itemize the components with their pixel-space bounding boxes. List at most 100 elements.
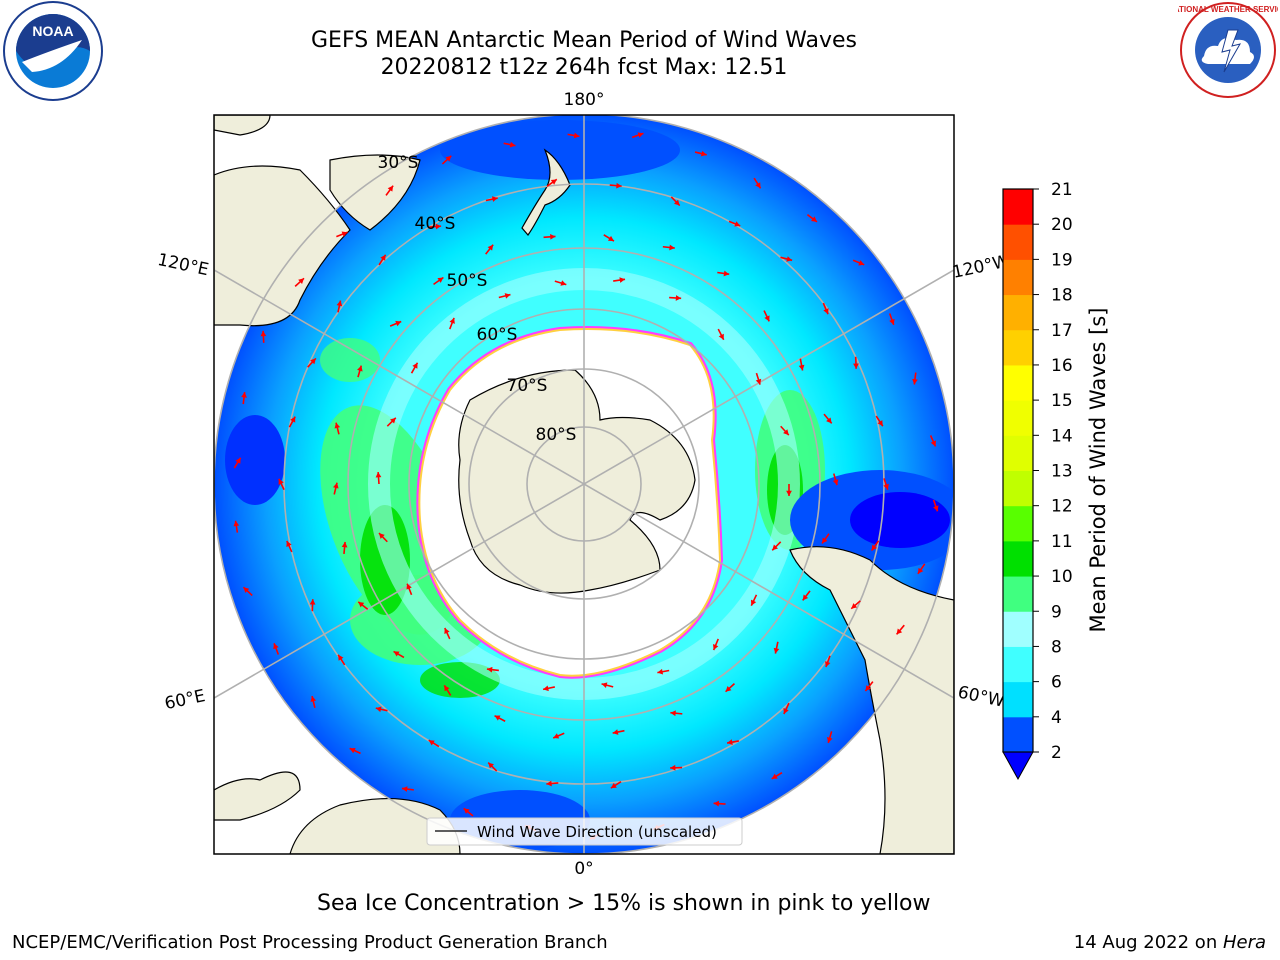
colorbar-tick-label: 11 bbox=[1051, 532, 1073, 552]
wind-wave-arrow-head bbox=[670, 710, 676, 717]
chart-title: GEFS MEAN Antarctic Mean Period of Wind … bbox=[311, 28, 857, 53]
wind-wave-arrow-head bbox=[573, 132, 580, 139]
colorbar-segment bbox=[1003, 364, 1033, 401]
wind-wave-arrow-head bbox=[445, 155, 452, 162]
wind-wave-arrow-head bbox=[798, 364, 805, 371]
wave-patch bbox=[440, 120, 680, 180]
colorbar-tick-label: 10 bbox=[1051, 567, 1073, 587]
wind-wave-arrow-head bbox=[718, 333, 724, 340]
wind-wave-arrow-head bbox=[601, 682, 608, 688]
wind-wave-arrow-head bbox=[755, 378, 762, 385]
lat-label-80: 80°S bbox=[536, 425, 577, 445]
wind-wave-arrow-head bbox=[486, 666, 493, 673]
wind-wave-arrow-head bbox=[771, 773, 778, 779]
lon-label-180: 180° bbox=[564, 90, 605, 110]
australia-north-landmass bbox=[214, 115, 271, 136]
wind-wave-arrow-head bbox=[871, 544, 877, 551]
wind-wave-arrow-head bbox=[273, 643, 279, 650]
wind-wave-arrow-head bbox=[930, 440, 936, 447]
wind-wave-arrow-head bbox=[669, 244, 675, 251]
wind-wave-arrow-head bbox=[723, 270, 730, 277]
colorbar-segment bbox=[1003, 435, 1033, 471]
colorbar-segment bbox=[1003, 224, 1033, 260]
wind-wave-arrow-head bbox=[912, 378, 918, 385]
wind-wave-arrow-head bbox=[349, 747, 356, 754]
wind-wave-arrow-head bbox=[428, 740, 435, 746]
wind-wave-arrow-head bbox=[637, 132, 644, 138]
wind-wave-arrow-head bbox=[883, 483, 889, 490]
wind-wave-arrow-head bbox=[858, 260, 865, 266]
colorbar-tick-label: 17 bbox=[1051, 321, 1073, 341]
wind-wave-arrow-head bbox=[822, 537, 828, 544]
wind-wave-arrow-head bbox=[786, 256, 793, 262]
wind-wave-arrow-head bbox=[933, 505, 939, 512]
colorbar-segment bbox=[1003, 505, 1033, 542]
wind-wave-arrow-head bbox=[560, 280, 567, 286]
wind-wave-arrow-head bbox=[380, 254, 386, 261]
wind-wave-arrow-head bbox=[825, 661, 831, 668]
wind-wave-arrow-head bbox=[700, 150, 707, 157]
lat-label-40: 40°S bbox=[415, 214, 456, 234]
wind-wave-arrow-head bbox=[233, 520, 240, 527]
colorbar-tick-label: 9 bbox=[1051, 602, 1062, 622]
wind-wave-arrow-head bbox=[488, 762, 494, 769]
wind-wave-arrow-head bbox=[877, 420, 883, 427]
wind-wave-arrow-head bbox=[610, 782, 617, 789]
madagascar-landmass bbox=[214, 771, 301, 821]
nws-logo: NATIONAL WEATHER SERVICE bbox=[1168, 0, 1280, 104]
wind-wave-arrow-head bbox=[811, 216, 817, 222]
australia-landmass bbox=[214, 165, 351, 327]
colorbar-segments bbox=[1003, 189, 1033, 753]
wind-wave-arrow-head bbox=[826, 736, 833, 743]
wind-wave-arrow-head bbox=[853, 363, 859, 369]
colorbar-tick-label: 16 bbox=[1051, 356, 1073, 376]
wind-wave-arrow-head bbox=[619, 277, 626, 283]
colorbar-tick-label: 4 bbox=[1051, 708, 1062, 728]
wind-wave-arrow-head bbox=[435, 223, 442, 230]
wave-patch bbox=[320, 338, 380, 382]
nws-logo-text: NATIONAL WEATHER SERVICE bbox=[1178, 5, 1278, 14]
wind-wave-arrow-head bbox=[494, 715, 501, 721]
wind-wave-arrow-head bbox=[298, 278, 305, 284]
lat-label-50: 50°S bbox=[447, 271, 488, 291]
noaa-logo: NOAA bbox=[2, 0, 104, 106]
wind-wave-arrow-head bbox=[734, 221, 741, 227]
colorbar-under-triangle bbox=[1002, 751, 1034, 781]
colorbar-segment bbox=[1003, 329, 1033, 366]
wind-wave-arrow-head bbox=[504, 293, 511, 299]
noaa-logo-text: NOAA bbox=[32, 23, 73, 39]
wind-wave-arrow-head bbox=[823, 308, 829, 315]
wind-wave-arrow-head bbox=[772, 544, 778, 551]
colorbar-ticks: 2 4 6 8 9 10 11 12 13 14 15 16 17 18 19 20 21 bbox=[1033, 180, 1073, 763]
wind-wave-arrow-head bbox=[657, 668, 664, 675]
colorbar-tick-label: 8 bbox=[1051, 637, 1062, 657]
footer-date: 14 Aug 2022 on Hera bbox=[1074, 932, 1266, 953]
colorbar-tick-label: 15 bbox=[1051, 391, 1073, 411]
colorbar-tick-label: 2 bbox=[1051, 743, 1062, 763]
chart-subtitle: 20220812 t12z 264h fcst Max: 12.51 bbox=[380, 55, 788, 80]
antarctica-landmass bbox=[458, 369, 696, 594]
wind-wave-arrow-head bbox=[612, 729, 619, 735]
colorbar-tick-label: 21 bbox=[1051, 180, 1073, 200]
wind-wave-arrow-head bbox=[341, 541, 348, 548]
wind-wave-arrow-head bbox=[260, 330, 267, 337]
wind-wave-arrow-head bbox=[341, 231, 348, 237]
wind-wave-arrow-head bbox=[764, 315, 770, 322]
wind-wave-arrow-head bbox=[553, 733, 560, 739]
wind-wave-arrow-head bbox=[378, 533, 385, 539]
wind-wave-arrow-head bbox=[713, 644, 719, 651]
colorbar-tick-label: 19 bbox=[1051, 250, 1073, 270]
colorbar-segment bbox=[1003, 540, 1033, 577]
colorbar: 2 4 6 8 9 10 11 12 13 14 15 16 17 18 19 20 21 Mean Perio… bbox=[1002, 180, 1110, 781]
wind-wave-arrow-head bbox=[290, 416, 296, 423]
wind-wave-arrow-head bbox=[675, 295, 682, 301]
wind-wave-arrow-head bbox=[412, 362, 418, 369]
wind-wave-arrow-head bbox=[243, 587, 250, 593]
colorbar-segment bbox=[1003, 400, 1033, 436]
wind-wave-arrow-head bbox=[607, 235, 614, 242]
australia-east-landmass bbox=[329, 154, 421, 231]
lon-label-60w: 60°W bbox=[956, 682, 1006, 711]
wind-wave-arrow-head bbox=[889, 318, 895, 325]
wind-wave-arrow-head bbox=[786, 490, 792, 496]
wind-wave-arrow-head bbox=[773, 647, 780, 654]
